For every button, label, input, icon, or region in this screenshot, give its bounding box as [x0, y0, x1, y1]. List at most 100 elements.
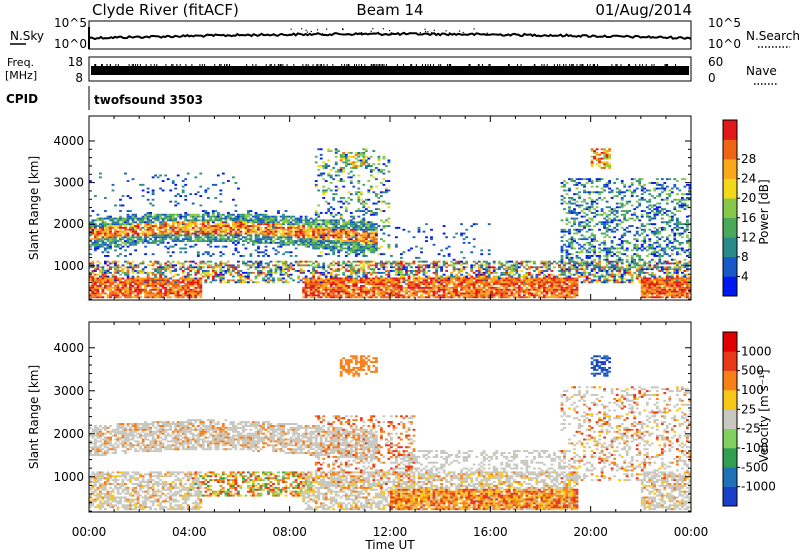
freq-bars: [91, 64, 689, 75]
freq-spike: [589, 64, 591, 66]
freq-spike: [372, 64, 374, 66]
y-tick-label: 1000: [53, 259, 84, 273]
search-dot: [320, 33, 322, 36]
beam-title: Beam 14: [356, 1, 423, 19]
freq-spike: [410, 64, 412, 66]
date-title: 01/Aug/2014: [595, 1, 692, 19]
freq-spike: [269, 64, 271, 66]
search-dot: [473, 28, 475, 30]
search-dot: [486, 32, 488, 34]
freq-spike: [171, 64, 173, 66]
search-tick-top: 10^5: [708, 16, 741, 30]
freq-spike: [355, 64, 357, 66]
nave-label: Nave: [746, 64, 777, 78]
sky-noise-line: [88, 31, 692, 41]
cpid-label: CPID: [6, 92, 38, 106]
freq-spike: [667, 64, 669, 66]
freq-spike: [343, 64, 345, 66]
freq-spike: [312, 64, 314, 66]
sky-panel: N.Sky 10^5 10^0 10^5 10^0 N.Search: [10, 16, 800, 51]
search-dot: [407, 33, 409, 36]
freq-spike: [185, 64, 187, 66]
freq-spike: [323, 64, 325, 66]
freq-spike: [353, 64, 355, 66]
freq-spike: [593, 64, 595, 66]
freq-spike: [380, 64, 382, 66]
freq-spike: [282, 64, 284, 66]
freq-tick-top: 18: [68, 55, 83, 69]
freq-spike: [219, 64, 221, 66]
freq-spike: [153, 64, 155, 66]
search-dot: [427, 31, 429, 33]
freq-spike: [620, 64, 622, 66]
freq-spike: [576, 64, 578, 66]
search-dot: [305, 29, 307, 31]
freq-spike: [641, 64, 643, 66]
freq-spike: [94, 64, 96, 66]
freq-spike: [226, 64, 228, 66]
freq-spike: [279, 64, 281, 66]
x-tick-label: 00:00: [72, 525, 107, 539]
freq-spike: [100, 64, 102, 66]
freq-spike: [370, 64, 372, 66]
search-dot: [424, 30, 427, 33]
freq-spike: [101, 64, 103, 66]
colorbar-swatch: [723, 276, 737, 297]
freq-spike: [135, 64, 137, 66]
colorbar-tick-label: 8: [741, 250, 749, 264]
freq-spike: [172, 64, 174, 66]
freq-spike: [326, 64, 328, 66]
colorbar-swatch: [723, 409, 737, 429]
search-dot: [333, 32, 336, 34]
freq-spike: [596, 64, 598, 66]
freq-spike: [645, 64, 647, 66]
velocity-ylabel: Slant Range [km]: [27, 365, 41, 469]
freq-spike: [664, 64, 666, 66]
freq-spike: [629, 64, 631, 66]
freq-spike: [520, 64, 522, 66]
freq-spike: [176, 64, 178, 66]
search-dot: [382, 28, 385, 30]
freq-spike: [321, 64, 323, 66]
search-dot: [316, 32, 318, 34]
colorbar-swatch: [723, 448, 737, 468]
freq-spike: [508, 64, 510, 66]
freq-spike: [204, 64, 206, 66]
colorbar-swatch: [723, 159, 737, 179]
freq-spike: [424, 64, 426, 66]
x-tick-label: 00:00: [674, 525, 709, 539]
y-tick-label: 2000: [53, 427, 84, 441]
colorbar-swatch: [723, 256, 737, 277]
colorbar-tick-label: -500: [741, 460, 768, 474]
search-dot: [322, 33, 324, 35]
freq-spike: [293, 64, 295, 66]
freq-spike: [615, 64, 617, 66]
freq-spike: [586, 64, 588, 66]
search-dot: [448, 32, 450, 34]
freq-spike: [347, 64, 349, 66]
x-tick-label: 20:00: [573, 525, 608, 539]
search-label: N.Search: [746, 29, 800, 43]
freq-label: Freq.: [7, 56, 34, 69]
freq-spike: [265, 64, 267, 66]
y-tick-label: 4000: [53, 341, 84, 355]
freq-spike: [396, 64, 398, 66]
colorbar-tick-label: 1000: [741, 344, 772, 358]
search-dot: [388, 29, 391, 32]
freq-spike: [572, 64, 574, 66]
freq-spike: [371, 64, 373, 66]
freq-spike: [382, 64, 384, 66]
freq-spike: [557, 64, 559, 66]
freq-panel: Freq. [MHz] 18 8 60 0 Nave: [5, 55, 778, 85]
freq-tick-bottom: 8: [75, 71, 83, 85]
search-dot: [377, 31, 379, 33]
freq-spike: [447, 64, 449, 66]
search-dot: [431, 32, 433, 34]
freq-spike: [611, 64, 613, 66]
freq-spike: [383, 64, 385, 66]
search-dot: [372, 28, 374, 30]
freq-spike: [438, 64, 440, 66]
freq-spike: [546, 64, 548, 66]
freq-spike: [109, 64, 111, 66]
freq-spike: [468, 64, 470, 66]
